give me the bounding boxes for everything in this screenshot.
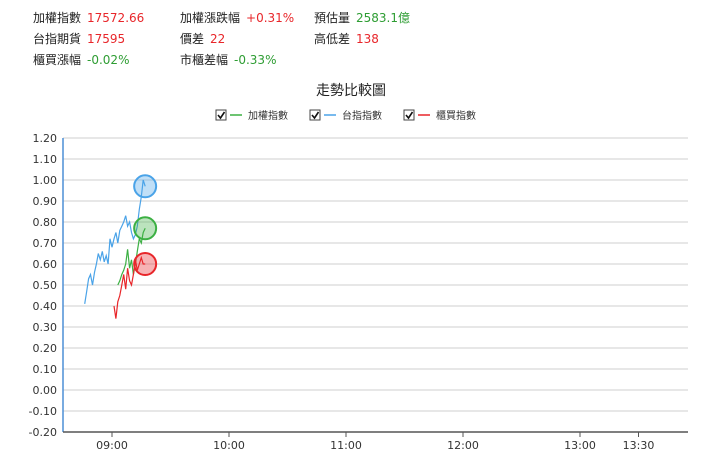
y-tick-label: 0.90 (33, 195, 58, 208)
series-line (117, 228, 146, 286)
x-axis-ticks: 09:00 10:00 11:00 12:00 13:00 13:30 (96, 432, 654, 452)
legend-item[interactable]: 櫃買指數 (403, 109, 476, 122)
futures-label: 台指期貨 (33, 32, 82, 46)
legend-label: 加權指數 (248, 109, 288, 122)
weighted-change-label: 加權漲跌幅 (180, 11, 241, 25)
high-low-label: 高低差 (314, 32, 351, 46)
y-tick-label: -0.20 (29, 426, 57, 439)
legend-label: 台指指數 (342, 109, 382, 122)
x-tick-label: 13:30 (623, 439, 655, 452)
est-volume-stat: 預估量 2583.1億 (314, 9, 410, 26)
y-tick-label: 0.50 (33, 279, 58, 292)
legend-item[interactable]: 台指指數 (309, 109, 382, 122)
y-tick-label: 0.60 (33, 258, 58, 271)
x-tick-label: 10:00 (213, 439, 245, 452)
x-tick-label: 11:00 (330, 439, 362, 452)
series-end-marker (133, 174, 158, 199)
chart-legend: 加權指數 台指指數 櫃買指數 (215, 109, 476, 122)
y-tick-label: 0.40 (33, 300, 58, 313)
x-tick-label: 09:00 (96, 439, 128, 452)
est-volume-value: 2583.1億 (356, 11, 411, 25)
y-tick-label: 1.20 (33, 132, 58, 145)
basis-value: 22 (210, 32, 226, 46)
y-tick-label: 0.70 (33, 237, 58, 250)
est-volume-label: 預估量 (314, 11, 351, 25)
otc-change-label: 櫃買漲幅 (33, 53, 82, 67)
legend-item[interactable]: 加權指數 (215, 109, 288, 122)
y-axis-ticks: 1.20 1.10 1.00 0.90 0.80 0.70 0.60 0.50 0.40 0.30… (29, 132, 57, 439)
series-line (84, 179, 146, 304)
y-tick-label: 1.10 (33, 153, 58, 166)
checkmark-icon (217, 111, 226, 120)
otc-spread-stat: 市櫃差幅 -0.33% (180, 51, 276, 68)
x-tick-label: 12:00 (447, 439, 479, 452)
checkbox-icon[interactable] (215, 109, 227, 121)
y-tick-label: 0.30 (33, 321, 58, 334)
series-end-marker (133, 252, 158, 276)
weighted-index-label: 加權指數 (33, 11, 82, 25)
y-tick-label: 0.00 (33, 384, 58, 397)
y-tick-label: 0.10 (33, 363, 58, 376)
basis-label: 價差 (180, 32, 205, 46)
otc-spread-label: 市櫃差幅 (180, 53, 229, 67)
chart-grid (62, 137, 688, 433)
legend-label: 櫃買指數 (436, 109, 476, 122)
y-tick-label: 0.80 (33, 216, 58, 229)
otc-change-stat: 櫃買漲幅 -0.02% (33, 51, 129, 68)
weighted-index-stat: 加權指數 17572.66 (33, 9, 144, 26)
weighted-change-stat: 加權漲跌幅 +0.31% (180, 9, 294, 26)
otc-change-value: -0.02% (87, 53, 130, 67)
futures-stat: 台指期貨 17595 (33, 30, 125, 47)
high-low-stat: 高低差 138 (314, 30, 379, 47)
checkbox-icon[interactable] (309, 109, 321, 121)
y-tick-label: 0.20 (33, 342, 58, 355)
y-tick-label: -0.10 (29, 405, 57, 418)
series-line (113, 255, 146, 319)
y-tick-label: 1.00 (33, 174, 58, 187)
x-tick-label: 13:00 (564, 439, 596, 452)
basis-stat: 價差 22 (180, 30, 225, 47)
weighted-index-value: 17572.66 (87, 11, 145, 25)
futures-value: 17595 (87, 32, 126, 46)
series-end-marker (133, 216, 158, 241)
weighted-change-value: +0.31% (246, 11, 295, 25)
checkmark-icon (311, 111, 320, 120)
otc-spread-value: -0.33% (234, 53, 277, 67)
checkbox-icon[interactable] (403, 109, 415, 121)
checkmark-icon (405, 111, 414, 120)
series-end-markers (133, 174, 158, 276)
high-low-value: 138 (356, 32, 379, 46)
chart-title: 走勢比較圖 (316, 83, 386, 99)
series-lines (84, 179, 146, 319)
